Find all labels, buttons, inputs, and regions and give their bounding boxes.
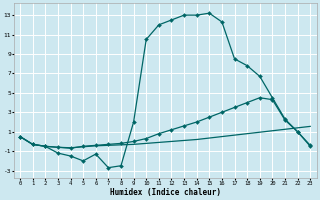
X-axis label: Humidex (Indice chaleur): Humidex (Indice chaleur) <box>110 188 220 197</box>
